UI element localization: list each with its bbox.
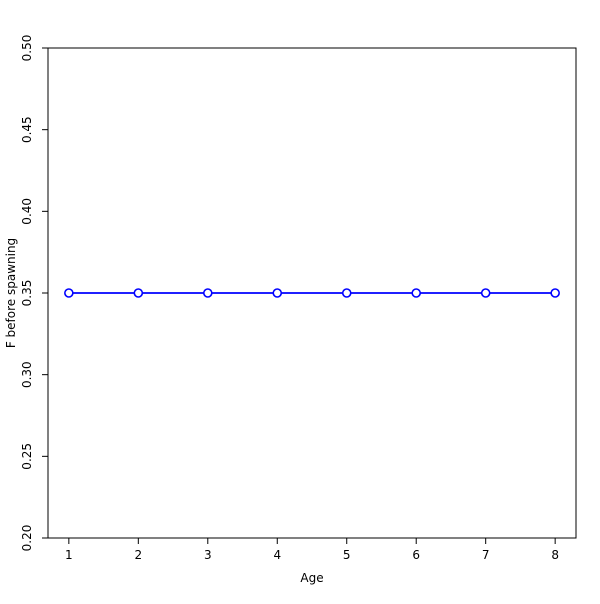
y-tick-label: 0.50 bbox=[20, 35, 34, 62]
y-tick-label: 0.40 bbox=[20, 198, 34, 225]
y-tick-label: 0.35 bbox=[20, 280, 34, 307]
y-tick-label: 0.25 bbox=[20, 443, 34, 470]
data-series bbox=[64, 288, 560, 298]
data-point bbox=[411, 288, 422, 298]
y-tick-label: 0.30 bbox=[20, 361, 34, 388]
data-point bbox=[202, 288, 213, 298]
data-point bbox=[272, 288, 283, 298]
y-axis-title: F before spawning bbox=[4, 238, 18, 348]
data-point bbox=[133, 288, 144, 298]
x-tick-label: 8 bbox=[551, 548, 559, 562]
data-point bbox=[550, 288, 560, 298]
x-tick-label: 6 bbox=[412, 548, 420, 562]
data-point bbox=[64, 288, 74, 298]
x-tick-label: 1 bbox=[65, 548, 73, 562]
x-axis: 1 2 3 4 5 6 7 8 bbox=[65, 538, 559, 562]
data-point bbox=[480, 288, 491, 298]
y-tick-label: 0.20 bbox=[20, 525, 34, 552]
x-tick-label: 7 bbox=[482, 548, 490, 562]
y-tick-label: 0.45 bbox=[20, 116, 34, 143]
x-tick-label: 2 bbox=[134, 548, 142, 562]
data-point bbox=[341, 288, 352, 298]
x-tick-label: 4 bbox=[273, 548, 281, 562]
x-tick-label: 5 bbox=[343, 548, 351, 562]
x-axis-title: Age bbox=[300, 571, 323, 585]
x-tick-label: 3 bbox=[204, 548, 212, 562]
y-axis: 0.20 0.25 0.30 0.35 0.40 0.45 0.50 bbox=[20, 35, 48, 552]
